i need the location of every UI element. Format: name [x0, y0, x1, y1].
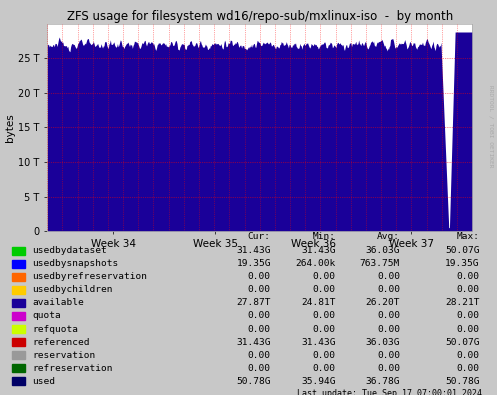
Text: 0.00: 0.00 [313, 351, 335, 359]
Text: reservation: reservation [32, 351, 95, 359]
Text: usedbyrefreservation: usedbyrefreservation [32, 273, 147, 281]
Text: 0.00: 0.00 [313, 273, 335, 281]
Text: 26.20T: 26.20T [366, 299, 400, 307]
Text: refquota: refquota [32, 325, 79, 333]
Text: Last update: Tue Sep 17 07:00:01 2024: Last update: Tue Sep 17 07:00:01 2024 [297, 389, 482, 395]
Text: 36.03G: 36.03G [366, 246, 400, 255]
Title: ZFS usage for filesystem wd16/repo-sub/mxlinux-iso  -  by month: ZFS usage for filesystem wd16/repo-sub/m… [67, 9, 453, 23]
Text: 0.00: 0.00 [313, 325, 335, 333]
Text: 50.78G: 50.78G [237, 377, 271, 386]
Text: available: available [32, 299, 84, 307]
Text: 0.00: 0.00 [457, 312, 480, 320]
Text: 0.00: 0.00 [377, 312, 400, 320]
Text: 0.00: 0.00 [248, 286, 271, 294]
Text: 50.78G: 50.78G [445, 377, 480, 386]
Text: RRDTOOL / TOBI OETIKER: RRDTOOL / TOBI OETIKER [489, 85, 494, 167]
Text: used: used [32, 377, 55, 386]
Text: 0.00: 0.00 [313, 286, 335, 294]
Text: 50.07G: 50.07G [445, 338, 480, 346]
Text: 36.03G: 36.03G [366, 338, 400, 346]
Text: 0.00: 0.00 [377, 351, 400, 359]
Text: 0.00: 0.00 [248, 312, 271, 320]
Text: usedbydataset: usedbydataset [32, 246, 107, 255]
Text: 0.00: 0.00 [248, 325, 271, 333]
Text: 31.43G: 31.43G [301, 246, 335, 255]
Text: Max:: Max: [457, 232, 480, 241]
Text: 0.00: 0.00 [457, 351, 480, 359]
Y-axis label: bytes: bytes [5, 113, 15, 142]
Text: 763.75M: 763.75M [360, 260, 400, 268]
Text: 31.43G: 31.43G [237, 338, 271, 346]
Text: usedbychildren: usedbychildren [32, 286, 113, 294]
Text: 19.35G: 19.35G [237, 260, 271, 268]
Text: 0.00: 0.00 [457, 364, 480, 372]
Text: 0.00: 0.00 [377, 364, 400, 372]
Text: 19.35G: 19.35G [445, 260, 480, 268]
Text: 0.00: 0.00 [377, 325, 400, 333]
Text: 0.00: 0.00 [248, 364, 271, 372]
Text: usedbysnapshots: usedbysnapshots [32, 260, 119, 268]
Text: 0.00: 0.00 [457, 325, 480, 333]
Text: 24.81T: 24.81T [301, 299, 335, 307]
Text: 35.94G: 35.94G [301, 377, 335, 386]
Text: 0.00: 0.00 [457, 286, 480, 294]
Text: 50.07G: 50.07G [445, 246, 480, 255]
Text: 31.43G: 31.43G [237, 246, 271, 255]
Text: 0.00: 0.00 [377, 273, 400, 281]
Text: 31.43G: 31.43G [301, 338, 335, 346]
Text: Cur:: Cur: [248, 232, 271, 241]
Text: 0.00: 0.00 [313, 364, 335, 372]
Text: 0.00: 0.00 [248, 351, 271, 359]
Text: 28.21T: 28.21T [445, 299, 480, 307]
Text: 0.00: 0.00 [457, 273, 480, 281]
Text: 0.00: 0.00 [313, 312, 335, 320]
Text: refreservation: refreservation [32, 364, 113, 372]
Text: Min:: Min: [313, 232, 335, 241]
Text: Avg:: Avg: [377, 232, 400, 241]
Text: 0.00: 0.00 [248, 273, 271, 281]
Text: 27.87T: 27.87T [237, 299, 271, 307]
Text: 36.78G: 36.78G [366, 377, 400, 386]
Text: 264.00k: 264.00k [295, 260, 335, 268]
Text: quota: quota [32, 312, 61, 320]
Text: 0.00: 0.00 [377, 286, 400, 294]
Text: referenced: referenced [32, 338, 90, 346]
